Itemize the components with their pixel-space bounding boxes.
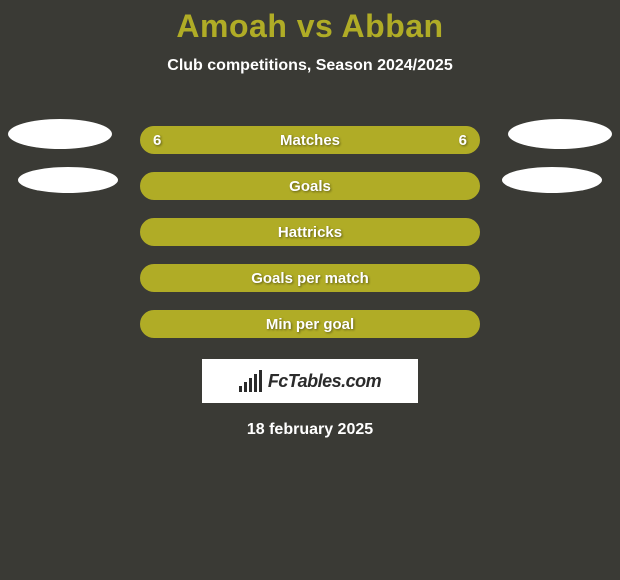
stat-bar-gpm: Goals per match — [140, 264, 480, 292]
snapshot-date: 18 february 2025 — [0, 421, 620, 439]
stats-rows: 6 Matches 6 Goals Hattricks Goals per ma — [0, 117, 620, 347]
comparison-card: Amoah vs Abban Club competitions, Season… — [0, 0, 620, 439]
logo-text: FcTables.com — [268, 371, 381, 392]
stat-row: 6 Matches 6 — [0, 117, 620, 163]
stat-label: Hattricks — [278, 224, 342, 241]
stat-bar-hattricks: Hattricks — [140, 218, 480, 246]
stat-bar-matches: 6 Matches 6 — [140, 126, 480, 154]
site-logo: FcTables.com — [202, 359, 418, 403]
stat-val-left: 6 — [153, 132, 161, 149]
stat-row: Goals per match — [0, 255, 620, 301]
stat-label: Min per goal — [266, 316, 354, 333]
stat-row: Hattricks — [0, 209, 620, 255]
page-subtitle: Club competitions, Season 2024/2025 — [0, 57, 620, 75]
stat-bar-goals: Goals — [140, 172, 480, 200]
stat-row: Min per goal — [0, 301, 620, 347]
page-title: Amoah vs Abban — [0, 8, 620, 45]
stat-label: Goals per match — [251, 270, 369, 287]
stat-bar-mpg: Min per goal — [140, 310, 480, 338]
logo-chart-icon — [239, 370, 262, 392]
stat-val-right: 6 — [459, 132, 467, 149]
stat-label: Goals — [289, 178, 331, 195]
stat-label: Matches — [280, 132, 340, 149]
stat-row: Goals — [0, 163, 620, 209]
